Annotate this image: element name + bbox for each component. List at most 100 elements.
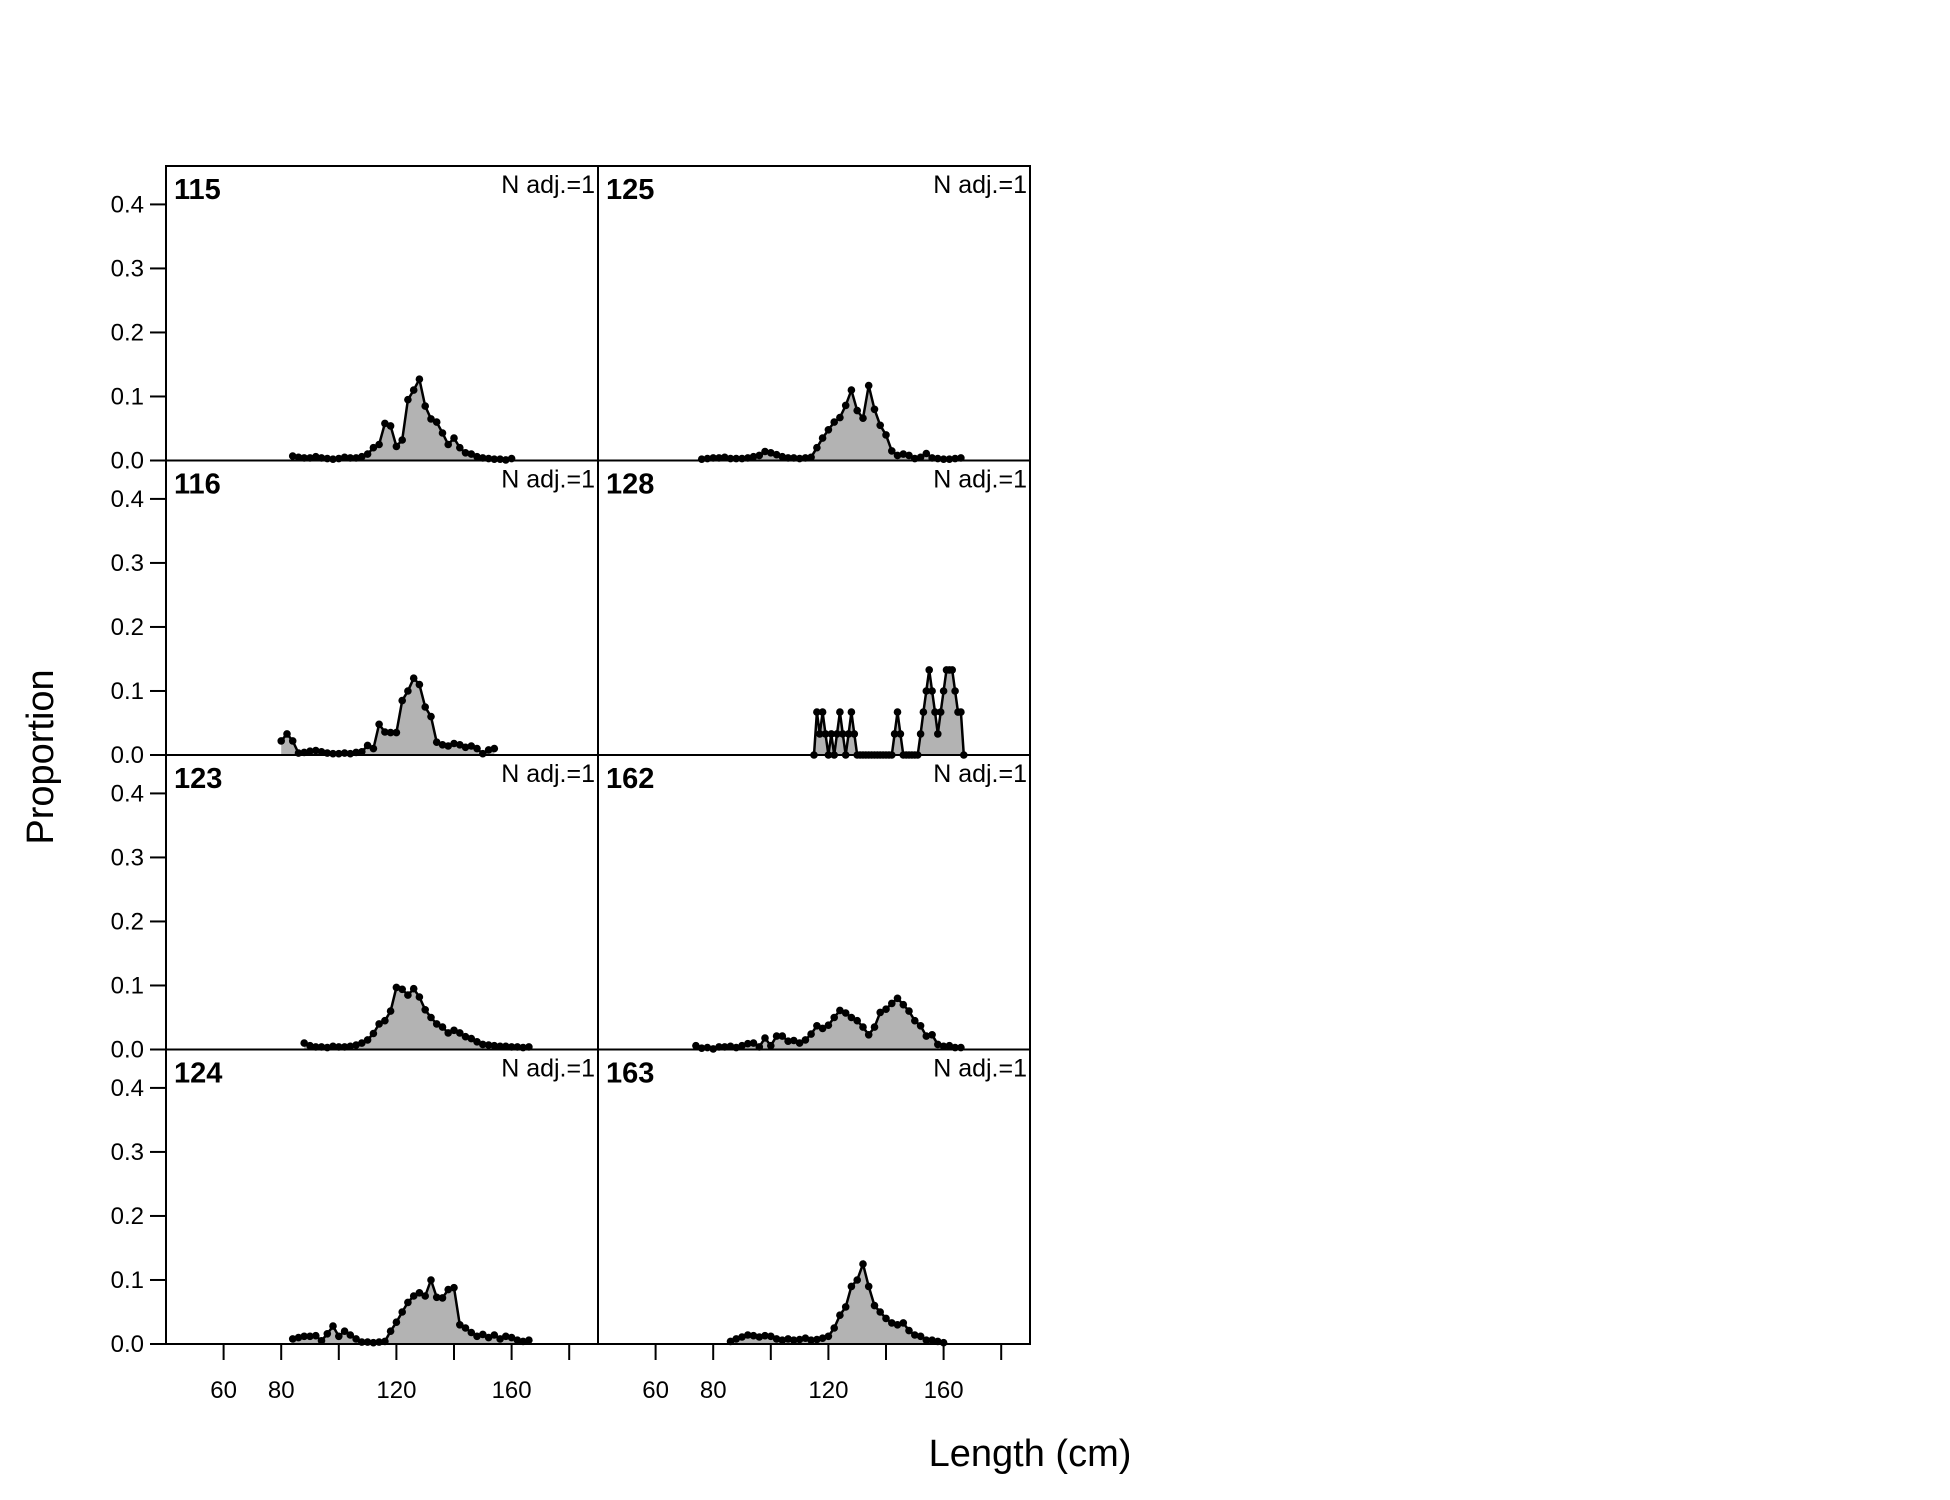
data-point [381, 728, 389, 736]
data-point [939, 1042, 948, 1051]
data-point [432, 1020, 441, 1028]
data-point [951, 687, 959, 695]
data-point [502, 1042, 510, 1051]
data-point [911, 1016, 919, 1025]
y-tick-label: 0.2 [111, 614, 144, 641]
data-point [936, 708, 945, 716]
panel-annotation: N adj.=1 [933, 466, 1027, 494]
data-point [905, 1007, 913, 1015]
data-point [479, 1040, 487, 1049]
x-tick-label: 120 [808, 1377, 848, 1404]
data-point [813, 708, 821, 716]
panel-border [165, 754, 599, 1051]
panel-label: 116 [174, 469, 221, 501]
panel-annotation: N adj.=1 [933, 760, 1027, 788]
data-point [294, 453, 303, 462]
data-point [444, 742, 453, 750]
data-point [415, 680, 424, 689]
data-point [784, 1037, 792, 1045]
x-tick-label: 80 [268, 1377, 295, 1404]
data-point [778, 1336, 787, 1344]
data-point [888, 1319, 896, 1327]
panel-label: 115 [174, 174, 221, 206]
data-point [288, 452, 297, 460]
data-point [801, 1036, 810, 1044]
data-point [473, 1038, 481, 1046]
data-point [859, 414, 867, 423]
data-point [490, 1041, 499, 1050]
data-point [916, 730, 925, 738]
data-point [300, 1332, 309, 1341]
panel-annotation: N adj.=1 [501, 760, 595, 788]
data-point [461, 743, 470, 752]
data-point [939, 687, 948, 695]
data-point [456, 1321, 464, 1329]
data-point [807, 1030, 815, 1038]
y-tick-label: 0.1 [111, 1267, 144, 1294]
data-point [421, 1292, 430, 1300]
data-point [444, 1285, 453, 1294]
data-point [824, 1021, 833, 1029]
data-point [450, 434, 458, 442]
data-point [816, 730, 824, 738]
y-tick-label: 0.2 [111, 319, 144, 346]
data-point [346, 1331, 355, 1339]
data-point [456, 741, 464, 749]
panel-162: 162 N adj.=1 [597, 754, 1031, 1053]
data-point [427, 415, 435, 423]
data-point [277, 737, 286, 745]
data-point [375, 1020, 383, 1028]
data-point [375, 720, 383, 729]
data-point [415, 375, 424, 384]
data-point [767, 1332, 775, 1341]
data-point [916, 453, 925, 462]
data-point [300, 1039, 309, 1047]
panel-label: 128 [606, 469, 654, 501]
panel-border [165, 165, 599, 462]
panel-border [597, 754, 1031, 1051]
x-tick-label: 160 [492, 1377, 532, 1404]
panel-115: 115 N adj.=1 0.0 0.1 0.2 0.3 0.4 [111, 165, 599, 475]
data-point [398, 1308, 407, 1316]
data-point [948, 666, 956, 674]
data-point [444, 440, 453, 449]
data-point [432, 418, 441, 426]
y-tick-label: 0.3 [111, 1139, 144, 1166]
y-tick-label: 0.4 [111, 486, 144, 513]
y-tick-label: 0.3 [111, 255, 144, 282]
data-point [288, 737, 297, 745]
data-point [919, 708, 928, 716]
data-point [934, 1040, 942, 1049]
data-point [352, 1335, 360, 1343]
panel-border [165, 459, 599, 756]
panel-label: 163 [606, 1058, 654, 1090]
data-point [461, 449, 470, 457]
data-point [409, 674, 418, 682]
panel-border [597, 1048, 1031, 1345]
data-point [738, 1041, 746, 1050]
data-point [404, 991, 412, 999]
area-fill [292, 379, 512, 461]
data-point [818, 1024, 827, 1033]
y-tick-label: 0.1 [111, 972, 144, 999]
data-point [859, 1260, 867, 1268]
data-point [911, 1331, 919, 1339]
panel-128: 128 N adj.=1 [597, 459, 1031, 759]
data-point [525, 1336, 533, 1344]
data-point [841, 1303, 850, 1311]
data-point [306, 747, 314, 755]
data-point [450, 739, 458, 748]
data-point [432, 738, 441, 746]
data-point [833, 730, 841, 738]
data-point [761, 1034, 769, 1042]
panel-annotation: N adj.=1 [933, 171, 1027, 199]
data-point [916, 1332, 925, 1341]
data-point [467, 1328, 476, 1337]
data-point [772, 450, 781, 459]
data-point [496, 1042, 504, 1051]
y-tick-label: 0.1 [111, 678, 144, 705]
data-point [749, 1331, 758, 1340]
y-tick-label: 0.4 [111, 780, 144, 807]
data-point [893, 994, 902, 1003]
